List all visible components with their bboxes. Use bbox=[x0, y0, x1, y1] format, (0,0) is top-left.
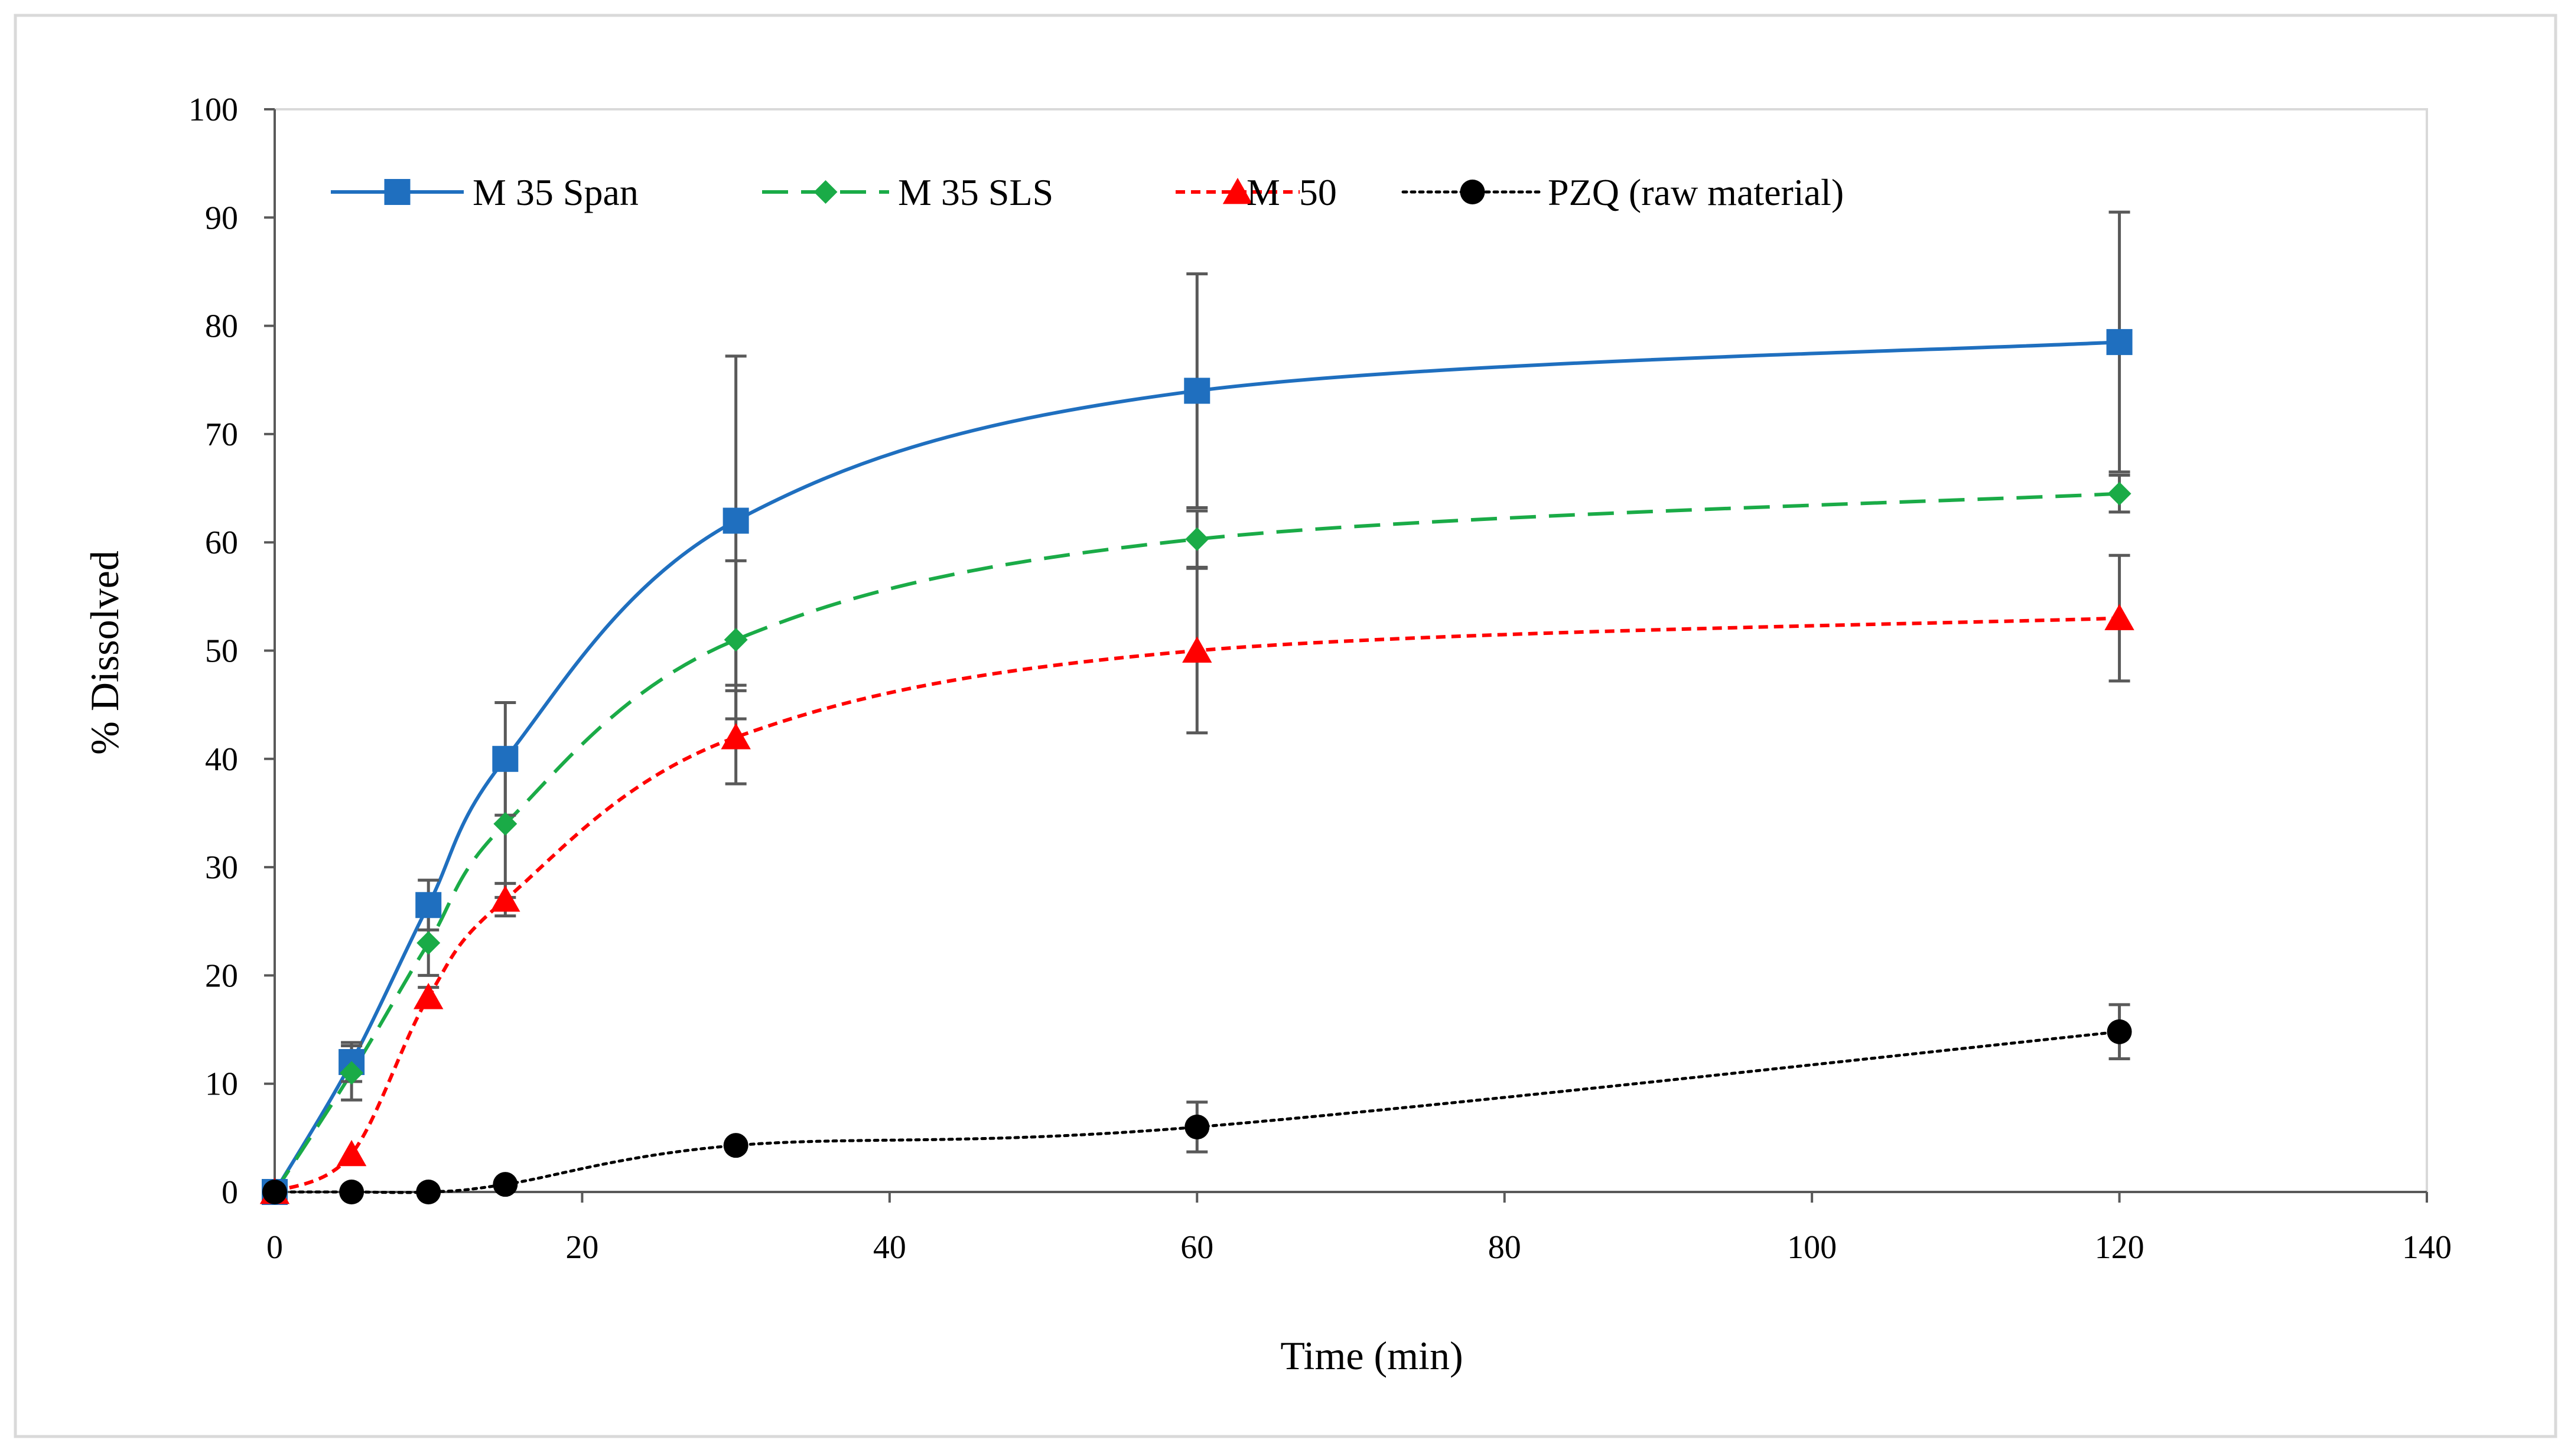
legend-marker-pzq-raw-material bbox=[1460, 180, 1485, 204]
x-axis-title: Time (min) bbox=[1280, 1333, 1463, 1378]
x-tick-label: 60 bbox=[1180, 1229, 1213, 1266]
data-point-pzq-raw-material bbox=[2107, 1019, 2132, 1044]
data-point-m-35-sls bbox=[2107, 481, 2131, 506]
legend-label-m-35-span: M 35 Span bbox=[473, 171, 639, 213]
data-point-m-35-sls bbox=[416, 931, 441, 955]
y-tick-label: 10 bbox=[205, 1066, 238, 1103]
data-point-m-50 bbox=[336, 1139, 367, 1167]
legend-label-pzq-raw-material: PZQ (raw material) bbox=[1548, 171, 1844, 213]
data-point-m-35-sls bbox=[340, 1061, 364, 1085]
data-point-m-35-sls bbox=[1185, 527, 1209, 551]
x-tick-label: 40 bbox=[873, 1229, 906, 1266]
data-point-pzq-raw-material bbox=[339, 1180, 365, 1204]
y-tick-label: 0 bbox=[222, 1174, 238, 1211]
y-tick-label: 50 bbox=[205, 633, 238, 670]
data-point-m-50 bbox=[2104, 604, 2134, 630]
x-tick-label: 80 bbox=[1488, 1229, 1521, 1266]
data-point-m-50 bbox=[721, 723, 751, 750]
x-tick-label: 100 bbox=[1787, 1229, 1837, 1266]
y-tick-label: 30 bbox=[205, 849, 238, 886]
data-point-pzq-raw-material bbox=[1184, 1115, 1210, 1140]
data-point-m-35-sls bbox=[724, 628, 748, 652]
chart-border bbox=[14, 14, 2557, 1438]
legend-marker-m-35-sls bbox=[813, 180, 838, 204]
data-point-pzq-raw-material bbox=[723, 1133, 748, 1158]
x-tick-label: 140 bbox=[2402, 1229, 2452, 1266]
series-line-pzq-raw-material bbox=[273, 1030, 2121, 1194]
data-point-m-50 bbox=[414, 983, 444, 1009]
data-point-m-35-span bbox=[1184, 377, 1210, 404]
series-line-m-35-span bbox=[273, 340, 2120, 1193]
y-tick-label: 100 bbox=[188, 92, 238, 128]
y-tick-label: 60 bbox=[205, 525, 238, 561]
x-tick-label: 20 bbox=[565, 1229, 598, 1266]
series-line-m-50 bbox=[274, 616, 2120, 1194]
data-point-pzq-raw-material bbox=[416, 1180, 441, 1204]
x-tick-label: 120 bbox=[2095, 1229, 2144, 1266]
y-tick-label: 40 bbox=[205, 741, 238, 778]
data-point-pzq-raw-material bbox=[262, 1180, 287, 1204]
series-line-m-35-sls bbox=[273, 491, 2120, 1193]
data-point-m-35-span bbox=[2106, 329, 2133, 356]
data-point-m-35-span bbox=[492, 745, 519, 772]
y-tick-label: 80 bbox=[205, 308, 238, 345]
data-point-pzq-raw-material bbox=[493, 1172, 518, 1197]
data-point-m-35-span bbox=[415, 892, 442, 918]
legend-marker-m-35-span bbox=[384, 179, 411, 205]
data-point-m-50 bbox=[490, 885, 520, 912]
legend-label-m-35-sls: M 35 SLS bbox=[898, 171, 1053, 213]
legend-marker-m-50 bbox=[1222, 178, 1253, 204]
y-tick-label: 90 bbox=[205, 200, 238, 236]
x-tick-label: 0 bbox=[266, 1229, 283, 1266]
y-tick-label: 70 bbox=[205, 416, 238, 453]
legend-label-m-50: M 50 bbox=[1247, 171, 1337, 213]
data-point-m-35-sls bbox=[493, 812, 518, 836]
data-point-m-50 bbox=[1182, 636, 1212, 663]
data-point-m-35-span bbox=[723, 507, 749, 534]
y-axis-title: % Dissolved bbox=[82, 551, 127, 755]
y-tick-label: 20 bbox=[205, 957, 238, 994]
